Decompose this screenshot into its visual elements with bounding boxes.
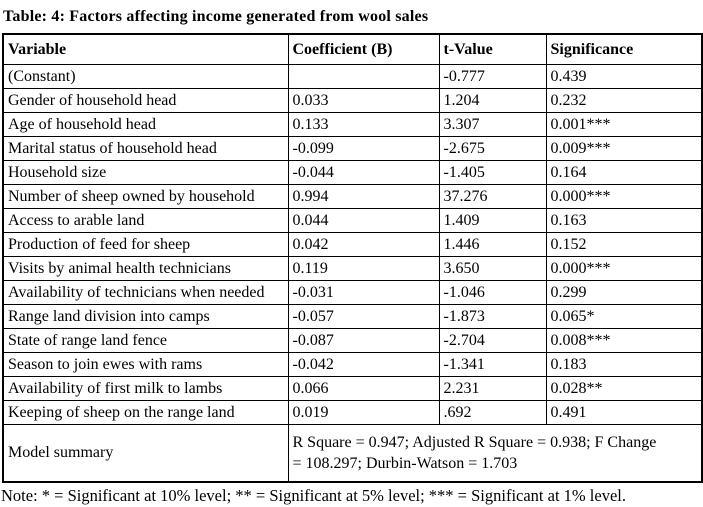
significance-cell: 0.009***	[545, 136, 703, 161]
table-header: Variable Coefficient (B) t-Value Signifi…	[2, 33, 703, 65]
variable-cell: Number of sheep owned by household	[2, 184, 289, 209]
coefficient-cell: -0.099	[287, 136, 440, 161]
table-row: (Constant) -0.777 0.439	[2, 64, 703, 89]
table-row: Availability of technicians when needed -…	[2, 280, 703, 305]
t-value-cell: -1.341	[438, 352, 547, 377]
results-table: Variable Coefficient (B) t-Value Signifi…	[2, 33, 703, 483]
coefficient-cell: 0.133	[287, 112, 440, 137]
t-value-cell: 3.650	[438, 256, 547, 281]
t-value-cell: 37.276	[438, 184, 547, 209]
significance-cell: 0.491	[545, 400, 703, 425]
significance-cell: 0.299	[545, 280, 703, 305]
table-row: Keeping of sheep on the range land 0.019.…	[2, 400, 703, 425]
table-row: State of range land fence -0.087 -2.704 0.0…	[2, 328, 703, 353]
variable-cell: Availability of technicians when needed	[2, 280, 289, 305]
coefficient-cell	[287, 64, 440, 89]
table-row: Marital status of household head -0.099 -2…	[2, 136, 703, 161]
coefficient-cell: 0.019	[287, 400, 440, 425]
t-value-cell: -2.675	[438, 136, 547, 161]
coefficient-cell: -0.031	[287, 280, 440, 305]
coefficient-cell: 0.033	[287, 88, 440, 113]
model-summary-cell: R Square = 0.947; Adjusted R Square = 0.…	[287, 424, 703, 483]
t-value-cell: -0.777	[438, 64, 547, 89]
table-title: Table: 4: Factors affecting income gener…	[3, 8, 429, 25]
coefficient-cell: -0.042	[287, 352, 440, 377]
significance-cell: 0.000***	[545, 184, 703, 209]
header-coefficient: Coefficient (B)	[287, 33, 440, 65]
variable-cell: Age of household head	[2, 112, 289, 137]
t-value-cell: 1.409	[438, 208, 547, 233]
table-row: Availability of first milk to lambs 0.066…	[2, 376, 703, 401]
variable-cell: Marital status of household head	[2, 136, 289, 161]
variable-cell: Season to join ewes with rams	[2, 352, 289, 377]
table-row: Access to arable land 0.044 1.409 0.163	[2, 208, 703, 233]
variable-cell: Range land division into camps	[2, 304, 289, 329]
t-value-cell: -1.046	[438, 280, 547, 305]
significance-cell: 0.163	[545, 208, 703, 233]
variable-cell: Production of feed for sheep	[2, 232, 289, 257]
coefficient-cell: 0.042	[287, 232, 440, 257]
significance-cell: 0.439	[545, 64, 703, 89]
t-value-cell: 2.231	[438, 376, 547, 401]
model-summary-text: R Square = 0.947; Adjusted R Square = 0.…	[292, 434, 657, 472]
variable-cell: (Constant)	[2, 64, 289, 89]
significance-cell: 0.000***	[545, 256, 703, 281]
significance-cell: 0.232	[545, 88, 703, 113]
table-row: Number of sheep owned by household 0.994 3…	[2, 184, 703, 209]
variable-cell: Availability of first milk to lambs	[2, 376, 289, 401]
table-row: Season to join ewes with rams -0.042 -1.34…	[2, 352, 703, 377]
table-row: Range land division into camps -0.057 -1.8…	[2, 304, 703, 329]
significance-cell: 0.008***	[545, 328, 703, 353]
table-row: Household size -0.044 -1.405 0.164	[2, 160, 703, 185]
coefficient-cell: 0.066	[287, 376, 440, 401]
coefficient-cell: -0.057	[287, 304, 440, 329]
variable-cell: Gender of household head	[2, 88, 289, 113]
variable-cell: Access to arable land	[2, 208, 289, 233]
t-value-cell: 1.446	[438, 232, 547, 257]
header-row: Variable Coefficient (B) t-Value Signifi…	[2, 33, 703, 65]
model-summary-row: Model summary R Square = 0.947; Adjusted…	[2, 424, 703, 483]
significance-cell: 0.183	[545, 352, 703, 377]
coefficient-cell: -0.087	[287, 328, 440, 353]
t-value-cell: 1.204	[438, 88, 547, 113]
t-value-cell: 3.307	[438, 112, 547, 137]
significance-cell: 0.001***	[545, 112, 703, 137]
table-row: Gender of household head 0.033 1.204 0.232	[2, 88, 703, 113]
t-value-cell: -1.873	[438, 304, 547, 329]
coefficient-cell: 0.044	[287, 208, 440, 233]
variable-cell: Keeping of sheep on the range land	[2, 400, 289, 425]
table-body: (Constant) -0.777 0.439 Gender of household…	[2, 64, 703, 425]
table-row: Visits by animal health technicians 0.119…	[2, 256, 703, 281]
significance-cell: 0.065*	[545, 304, 703, 329]
variable-cell: Household size	[2, 160, 289, 185]
variable-cell: Visits by animal health technicians	[2, 256, 289, 281]
t-value-cell: -2.704	[438, 328, 547, 353]
t-value-cell: .692	[438, 400, 547, 425]
significance-cell: 0.028**	[545, 376, 703, 401]
model-summary-label: Model summary	[2, 424, 289, 483]
coefficient-cell: -0.044	[287, 160, 440, 185]
header-t-value: t-Value	[438, 33, 547, 65]
coefficient-cell: 0.994	[287, 184, 440, 209]
t-value-cell: -1.405	[438, 160, 547, 185]
variable-cell: State of range land fence	[2, 328, 289, 353]
coefficient-cell: 0.119	[287, 256, 440, 281]
table-row: Production of feed for sheep 0.042 1.446 0.…	[2, 232, 703, 257]
significance-note: Note: * = Significant at 10% level; ** =…	[1, 486, 626, 505]
header-significance: Significance	[545, 33, 703, 65]
table-row: Age of household head 0.133 3.307 0.001***	[2, 112, 703, 137]
significance-cell: 0.152	[545, 232, 703, 257]
significance-cell: 0.164	[545, 160, 703, 185]
model-summary-section: Model summary R Square = 0.947; Adjusted…	[2, 424, 703, 483]
header-variable: Variable	[2, 33, 289, 65]
